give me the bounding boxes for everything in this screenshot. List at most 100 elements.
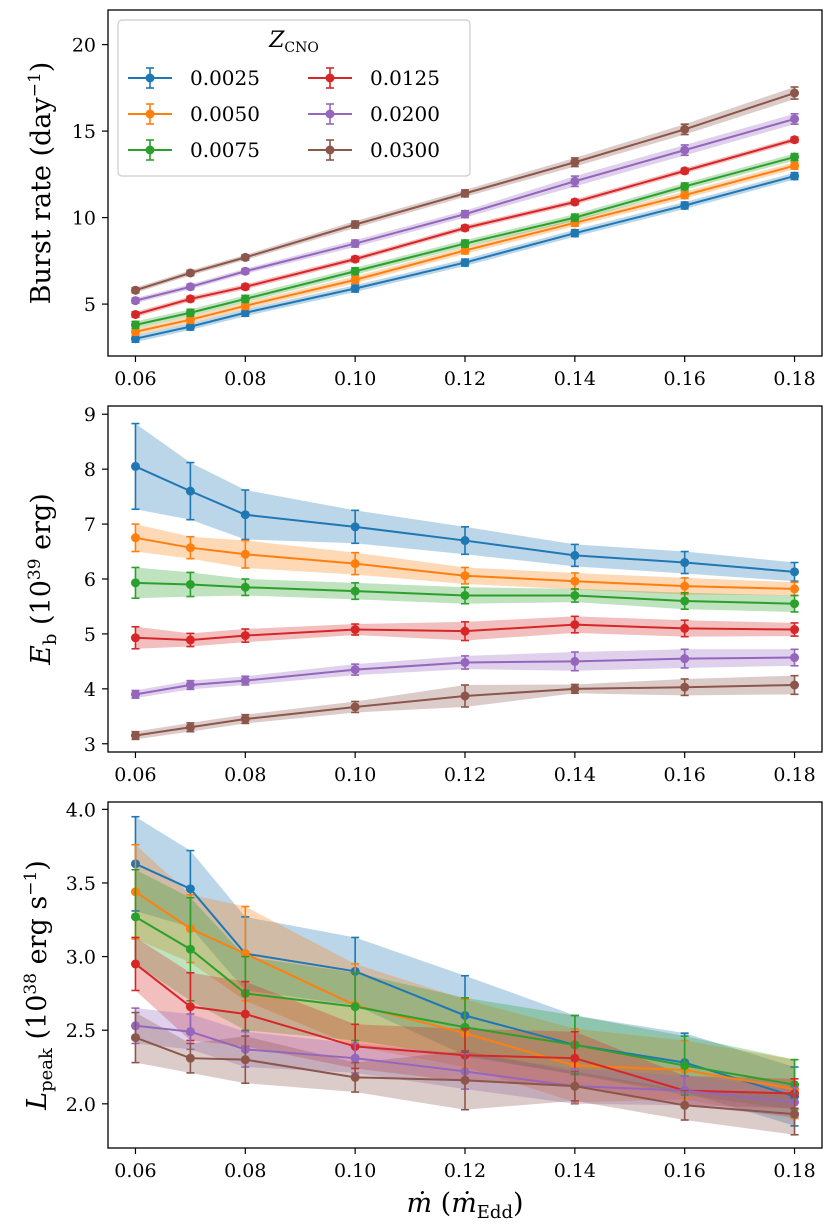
panel-1-axes: 0.06 0.08 0.10 0.12 0.14 0.16 0.18 5 10 15 20	[72, 35, 816, 390]
p1-point-0.0200-5	[570, 176, 580, 186]
legend-label-0.0075: 0.0075	[190, 138, 260, 162]
p2-point-0.0300-3	[350, 702, 360, 712]
p2-point-0.0300-0	[130, 731, 140, 741]
panel-3-ylabel: Lpeak (1038 erg s−1)	[21, 860, 57, 1111]
p1-point-0.0200-4	[460, 209, 470, 219]
p3-point-0.0125-0	[130, 959, 140, 969]
p2-xtick-label-2: 0.10	[334, 764, 376, 786]
p3-point-0.0125-2	[240, 1009, 250, 1019]
p1-xtick-label-1: 0.08	[224, 368, 266, 390]
p1-point-0.0125-4	[460, 223, 470, 233]
p2-point-0.0025-6	[680, 558, 690, 568]
p1-point-0.0050-7	[790, 161, 800, 171]
legend-label-0.0050: 0.0050	[190, 102, 260, 126]
panel-1-ylabel: Burst rate (day−1)	[25, 62, 57, 305]
legend-label-0.0300: 0.0300	[370, 138, 440, 162]
p3-line-0.0300	[135, 1036, 795, 1116]
p1-point-0.0050-4	[460, 245, 470, 255]
p2-point-0.0050-7	[790, 584, 800, 594]
p3-line-0.0050	[134, 890, 795, 1091]
p2-point-0.0300-6	[680, 682, 690, 692]
p1-ytick-label-1: 10	[72, 208, 96, 230]
p3-point-0.0300-5	[570, 1081, 580, 1091]
p3-point-0.0200-3	[350, 1053, 360, 1063]
p1-point-0.0125-2	[240, 282, 250, 292]
p2-point-0.0025-3	[350, 522, 360, 532]
p2-line-0.0075	[135, 581, 795, 605]
p2-point-0.0125-7	[790, 625, 800, 635]
p3-xtick-label-0: 0.06	[114, 1160, 156, 1182]
p1-line-0.0200	[135, 118, 795, 302]
p1-point-0.0075-0	[130, 320, 140, 330]
p1-point-0.0300-4	[460, 188, 470, 198]
p1-point-0.0300-6	[680, 124, 690, 134]
p3-band-0.0050	[135, 844, 795, 1119]
legend-marker-0.0025	[145, 73, 155, 83]
p2-point-0.0050-4	[460, 571, 470, 581]
p1-point-0.0050-3	[350, 275, 360, 285]
p1-point-0.0025-2	[240, 308, 250, 318]
p3-ytick-label-0: 2.0	[66, 1094, 96, 1116]
p1-point-0.0200-7	[790, 114, 800, 124]
legend-marker-0.0050	[145, 109, 155, 119]
p1-ytick-label-2: 15	[72, 121, 96, 143]
p3-point-0.0075-0	[130, 912, 140, 922]
p3-ytick-label-4: 4.0	[66, 799, 96, 821]
p1-point-0.0075-5	[570, 213, 580, 223]
p1-line-0.0050	[135, 164, 795, 333]
p1-point-0.0300-7	[790, 88, 800, 98]
p1-line-0.0025	[135, 175, 795, 340]
p1-xtick-label-0: 0.06	[114, 368, 156, 390]
legend-marker-0.0075	[145, 145, 155, 155]
p3-line-0.0200	[135, 1024, 795, 1104]
p3-point-0.0300-6	[680, 1100, 690, 1110]
p2-point-0.0050-0	[130, 533, 140, 543]
p2-point-0.0075-2	[240, 582, 250, 592]
p2-point-0.0300-7	[790, 680, 800, 690]
p3-point-0.0300-7	[790, 1109, 800, 1119]
p1-point-0.0300-3	[350, 220, 360, 230]
p1-point-0.0300-0	[130, 285, 140, 295]
p1-point-0.0025-6	[680, 200, 690, 210]
p1-point-0.0025-1	[185, 322, 195, 332]
p3-xtick-label-1: 0.08	[224, 1160, 266, 1182]
p3-line-0.0125	[134, 963, 795, 1095]
p3-point-0.0125-5	[570, 1053, 580, 1063]
p1-point-0.0200-1	[185, 282, 195, 292]
p3-point-0.0075-3	[350, 1002, 360, 1012]
p1-xtick-label-6: 0.18	[773, 368, 815, 390]
p1-point-0.0050-2	[240, 301, 250, 311]
p3-band-0.0125	[135, 937, 795, 1109]
p2-point-0.0075-5	[570, 590, 580, 600]
panel-1-lines	[130, 86, 800, 344]
p2-point-0.0300-4	[460, 691, 470, 701]
p1-point-0.0050-1	[185, 315, 195, 325]
p2-point-0.0050-2	[240, 549, 250, 559]
p1-xtick-label-2: 0.10	[334, 368, 376, 390]
p1-point-0.0025-3	[350, 284, 360, 294]
p2-point-0.0025-4	[460, 536, 470, 546]
legend-label-0.0025: 0.0025	[190, 66, 260, 90]
p2-point-0.0200-3	[350, 665, 360, 675]
p3-xtick-label-4: 0.14	[554, 1160, 596, 1182]
p2-point-0.0200-6	[680, 654, 690, 664]
p1-line-0.0075	[135, 156, 795, 326]
p3-line-0.0075	[134, 915, 795, 1086]
panel-2-axes: 0.06 0.08 0.10 0.12 0.14 0.16 0.18 3 4 5 6 7 8 9	[84, 404, 816, 786]
p2-point-0.0050-1	[185, 543, 195, 553]
p1-point-0.0075-3	[350, 266, 360, 276]
p1-point-0.0075-1	[185, 308, 195, 318]
p3-point-0.0300-3	[350, 1072, 360, 1082]
p2-point-0.0025-5	[570, 550, 580, 560]
p2-point-0.0125-2	[240, 631, 250, 641]
p2-band-0.0050	[135, 524, 795, 596]
p1-point-0.0025-0	[130, 334, 140, 344]
p1-point-0.0025-4	[460, 258, 470, 268]
panel-burst-energy: 0.06 0.08 0.10 0.12 0.14 0.16 0.18 3 4 5 6 7 8 9 Eb (…	[25, 404, 823, 786]
p1-point-0.0075-7	[790, 152, 800, 162]
legend-label-0.0125: 0.0125	[370, 66, 440, 90]
p2-point-0.0025-2	[240, 510, 250, 520]
p1-point-0.0125-7	[790, 135, 800, 145]
p2-xtick-label-0: 0.06	[114, 764, 156, 786]
legend-items: 0.0025 0.0050 0.0075 0.0125 0.0200 0.0300	[128, 66, 440, 162]
